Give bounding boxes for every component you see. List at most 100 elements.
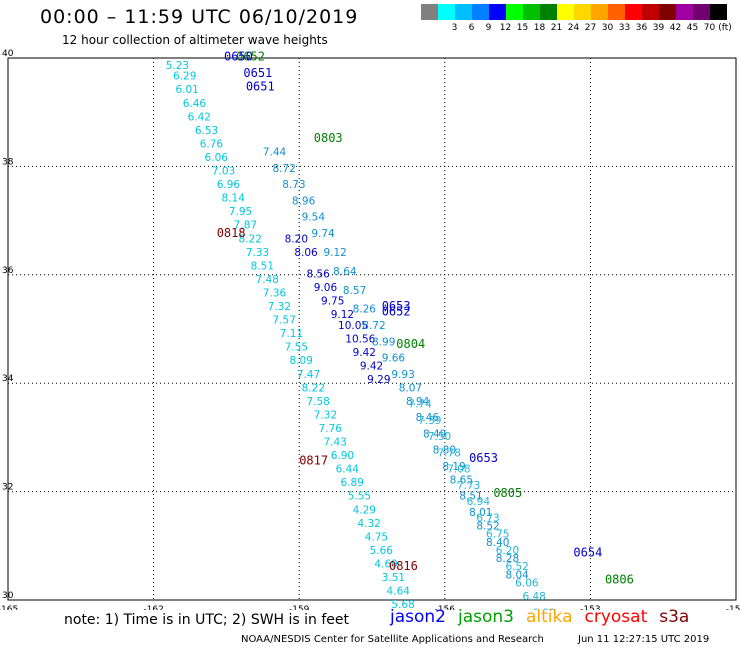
legend-swatch (557, 4, 574, 20)
y-tick-label: 38 (2, 157, 14, 167)
legend-tick-label: 42 (669, 23, 682, 33)
swh-value: 9.29 (367, 374, 390, 386)
legend-swatch (642, 4, 659, 20)
pass-time-label: 0652 (382, 304, 411, 318)
swh-value: 4.75 (365, 531, 388, 543)
legend-unit: (ft) (718, 23, 732, 33)
color-legend: 3 6 9 12 15 18 21 24 27 30 33 36 39 42 45 70 (ft) (421, 4, 732, 36)
swh-value: 5.23 (166, 60, 189, 72)
plot-frame (7, 57, 737, 601)
swh-value: 6.90 (331, 450, 354, 462)
legend-swatch (506, 4, 523, 20)
swh-value: 7.48 (256, 274, 279, 286)
swh-value: 6.06 (515, 577, 539, 589)
pass-time-label: 0652 (236, 50, 265, 64)
pass-time-label: 0803 (314, 131, 343, 145)
swh-value: 7.95 (229, 206, 252, 218)
pass-time-label: 0804 (396, 337, 425, 351)
swh-value: 9.12 (331, 309, 354, 321)
pass-time-label: 0650 (224, 50, 253, 64)
legend-tick-label: 45 (686, 23, 699, 33)
pass-time-label: 0818 (217, 226, 246, 240)
pass-time-label: 0817 (299, 454, 328, 468)
legend-swatch (676, 4, 693, 20)
satellite-jason2: jason2 (390, 607, 446, 627)
y-tick-label: 36 (2, 266, 14, 276)
legend-swatch (421, 4, 438, 20)
swh-value: 7.43 (323, 437, 346, 449)
swh-value: 9.12 (323, 247, 346, 259)
legend-tick-label: 3 (451, 23, 458, 33)
swh-value: 4.29 (353, 504, 376, 516)
swh-value: 5.68 (391, 599, 414, 610)
legend-swatch (472, 4, 489, 20)
swh-value: 8.72 (273, 163, 296, 175)
swh-value: 7.74 (408, 399, 432, 411)
swh-value: 7.55 (285, 342, 308, 354)
swh-value: 5.55 (348, 491, 371, 503)
swh-value: 10.56 (345, 334, 375, 346)
swh-value: 6.00 (532, 607, 555, 610)
swh-value: 3.51 (382, 572, 405, 584)
swh-value: 7.44 (263, 147, 287, 159)
swh-value: 6.76 (200, 138, 224, 150)
swh-value: 5.66 (370, 545, 394, 557)
swh-value: 7.32 (314, 409, 337, 421)
swh-value: 4.69 (374, 558, 397, 570)
swh-value: 8.73 (282, 179, 305, 191)
swh-value: 8.99 (372, 336, 395, 348)
swh-value: 9.54 (302, 212, 326, 224)
swh-value: 8.49 (423, 428, 446, 440)
legend-swatch (625, 4, 642, 20)
legend-tick-label: 24 (567, 23, 580, 33)
swh-value: 8.28 (496, 553, 519, 565)
swh-value: 6.75 (486, 529, 509, 541)
swh-value: 8.72 (362, 320, 385, 332)
legend-tick-label: 27 (584, 23, 597, 33)
legend-tick-label: 39 (652, 23, 665, 33)
x-tick-label: -162 (143, 605, 163, 610)
x-tick-label: -150 (726, 605, 740, 610)
swh-value: 7.08 (447, 464, 470, 476)
swh-value: 7.73 (457, 480, 480, 492)
x-tick-label: -156 (435, 605, 456, 610)
credit-line: NOAA/NESDIS Center for Satellite Applica… (241, 634, 544, 645)
legend-tick-label: 33 (618, 23, 631, 33)
swh-value: 8.14 (222, 193, 246, 205)
legend-swatch (608, 4, 625, 20)
swh-value: 4.32 (357, 518, 380, 530)
legend-tick-label: 70 (703, 23, 716, 33)
swh-value: 8.04 (505, 569, 529, 581)
swh-value: 8.22 (239, 233, 262, 245)
y-tick-label: 40 (2, 49, 14, 59)
swh-value: 6.53 (195, 125, 218, 137)
pass-time-label: 0816 (389, 559, 418, 573)
swh-value: 9.06 (314, 282, 338, 294)
swh-value: 8.52 (476, 521, 499, 533)
swh-value: 8.19 (442, 461, 465, 473)
swh-value: 8.26 (353, 304, 377, 316)
swh-value: 6.52 (505, 561, 528, 573)
swh-value: 7.03 (212, 166, 235, 178)
legend-tick-label: 15 (516, 23, 529, 33)
swh-value: 6.46 (183, 98, 207, 110)
swh-value: 6.48 (522, 591, 545, 603)
generated-timestamp: Jun 11 12:27:15 UTC 2019 (578, 634, 710, 645)
swh-value: 8.94 (406, 396, 430, 408)
swh-value: 6.29 (173, 71, 196, 83)
swh-value: 7.11 (280, 328, 303, 340)
swh-value: 8.80 (433, 445, 456, 457)
swh-value: 7.47 (297, 369, 320, 381)
satellite-jason3: jason3 (458, 607, 514, 627)
legend-swatch (574, 4, 591, 20)
legend-swatch (693, 4, 710, 20)
legend-tick-label: 6 (468, 23, 475, 33)
x-tick-label: -153 (580, 605, 600, 610)
pass-time-label: 0806 (605, 573, 634, 587)
swh-value: 9.93 (391, 369, 414, 381)
legend-swatch (710, 4, 727, 20)
legend-tick-label: 21 (550, 23, 563, 33)
swh-value: 6.94 (467, 496, 491, 508)
swh-value: 8.57 (343, 285, 366, 297)
satellite-s3a: s3a (659, 607, 690, 627)
